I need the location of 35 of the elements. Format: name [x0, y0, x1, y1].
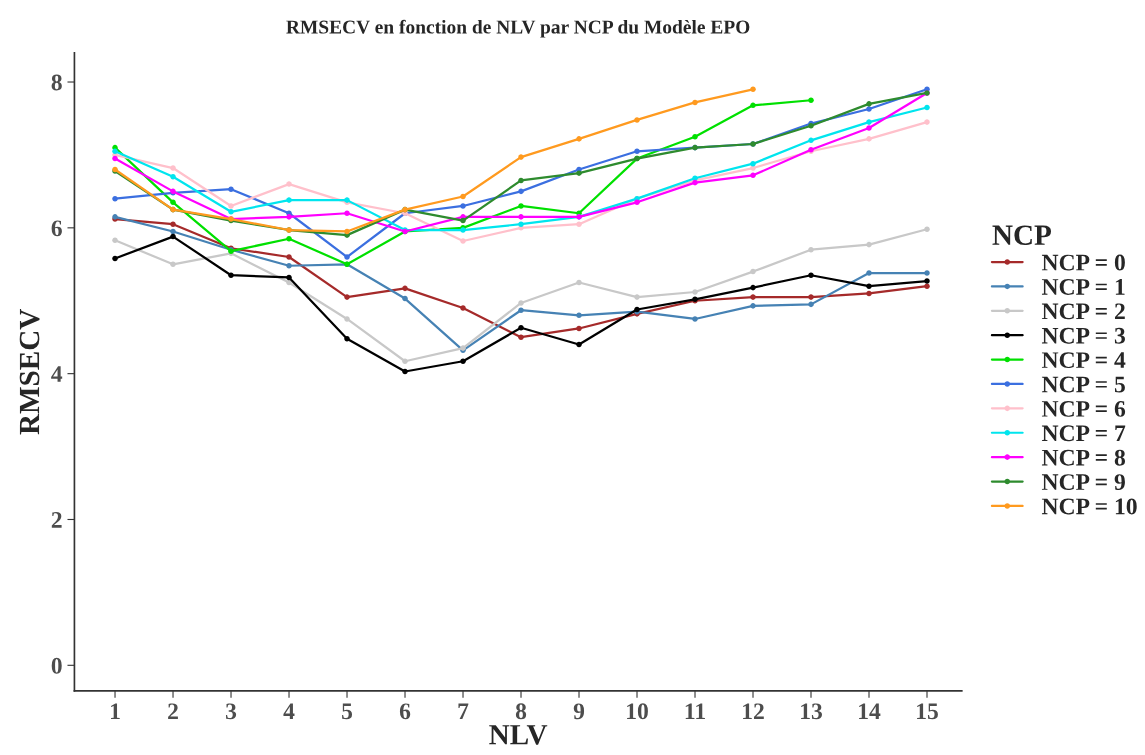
y-tick-label: 6: [51, 220, 62, 237]
x-tick-label: 1: [111, 703, 120, 720]
y-tick-label: 0: [51, 657, 62, 674]
legend-label: NCP = 10: [1041, 498, 1137, 515]
y-tick-label: 4: [51, 366, 63, 382]
x-tick-label: 2: [168, 703, 178, 720]
x-tick-label: 4: [283, 703, 295, 720]
x-tick-label: 6: [399, 703, 411, 720]
x-tick-label: 9: [573, 703, 585, 720]
x-tick-label: 5: [342, 703, 353, 720]
x-tick-label: 8: [515, 703, 527, 720]
x-tick-label: 7: [458, 703, 469, 720]
legend-label: NCP = 4: [1041, 352, 1126, 369]
x-axis-title: NLV: [489, 725, 548, 745]
legend-label: NCP = 3: [1041, 327, 1125, 344]
legend-label: NCP = 1: [1041, 279, 1125, 295]
legend-label: NCP = 9: [1041, 474, 1125, 491]
x-tick-label: 12: [743, 703, 764, 720]
y-axis-title: RMSECV: [19, 308, 40, 435]
x-tick-label: 3: [226, 703, 237, 720]
x-tick-label: 15: [917, 703, 938, 720]
legend-title: NCP: [992, 225, 1052, 245]
x-tick-label: 13: [801, 703, 822, 720]
legend-label: NCP = 2: [1041, 303, 1125, 320]
legend-label: NCP = 8: [1041, 449, 1126, 466]
legend-label: NCP = 5: [1041, 376, 1125, 393]
legend-label: NCP = 0: [1041, 254, 1125, 271]
legend-label: NCP = 6: [1041, 400, 1126, 417]
x-tick-label: 14: [859, 703, 881, 720]
y-tick-label: 8: [51, 74, 62, 91]
x-tick-label: 11: [685, 703, 705, 720]
y-tick-label: 2: [51, 512, 62, 528]
chart-title: RMSECV en fonction de NLV par NCP du Modèle EPO: [286, 19, 750, 38]
legend-label: NCP = 7: [1041, 425, 1126, 442]
x-tick-label: 10: [627, 703, 648, 720]
